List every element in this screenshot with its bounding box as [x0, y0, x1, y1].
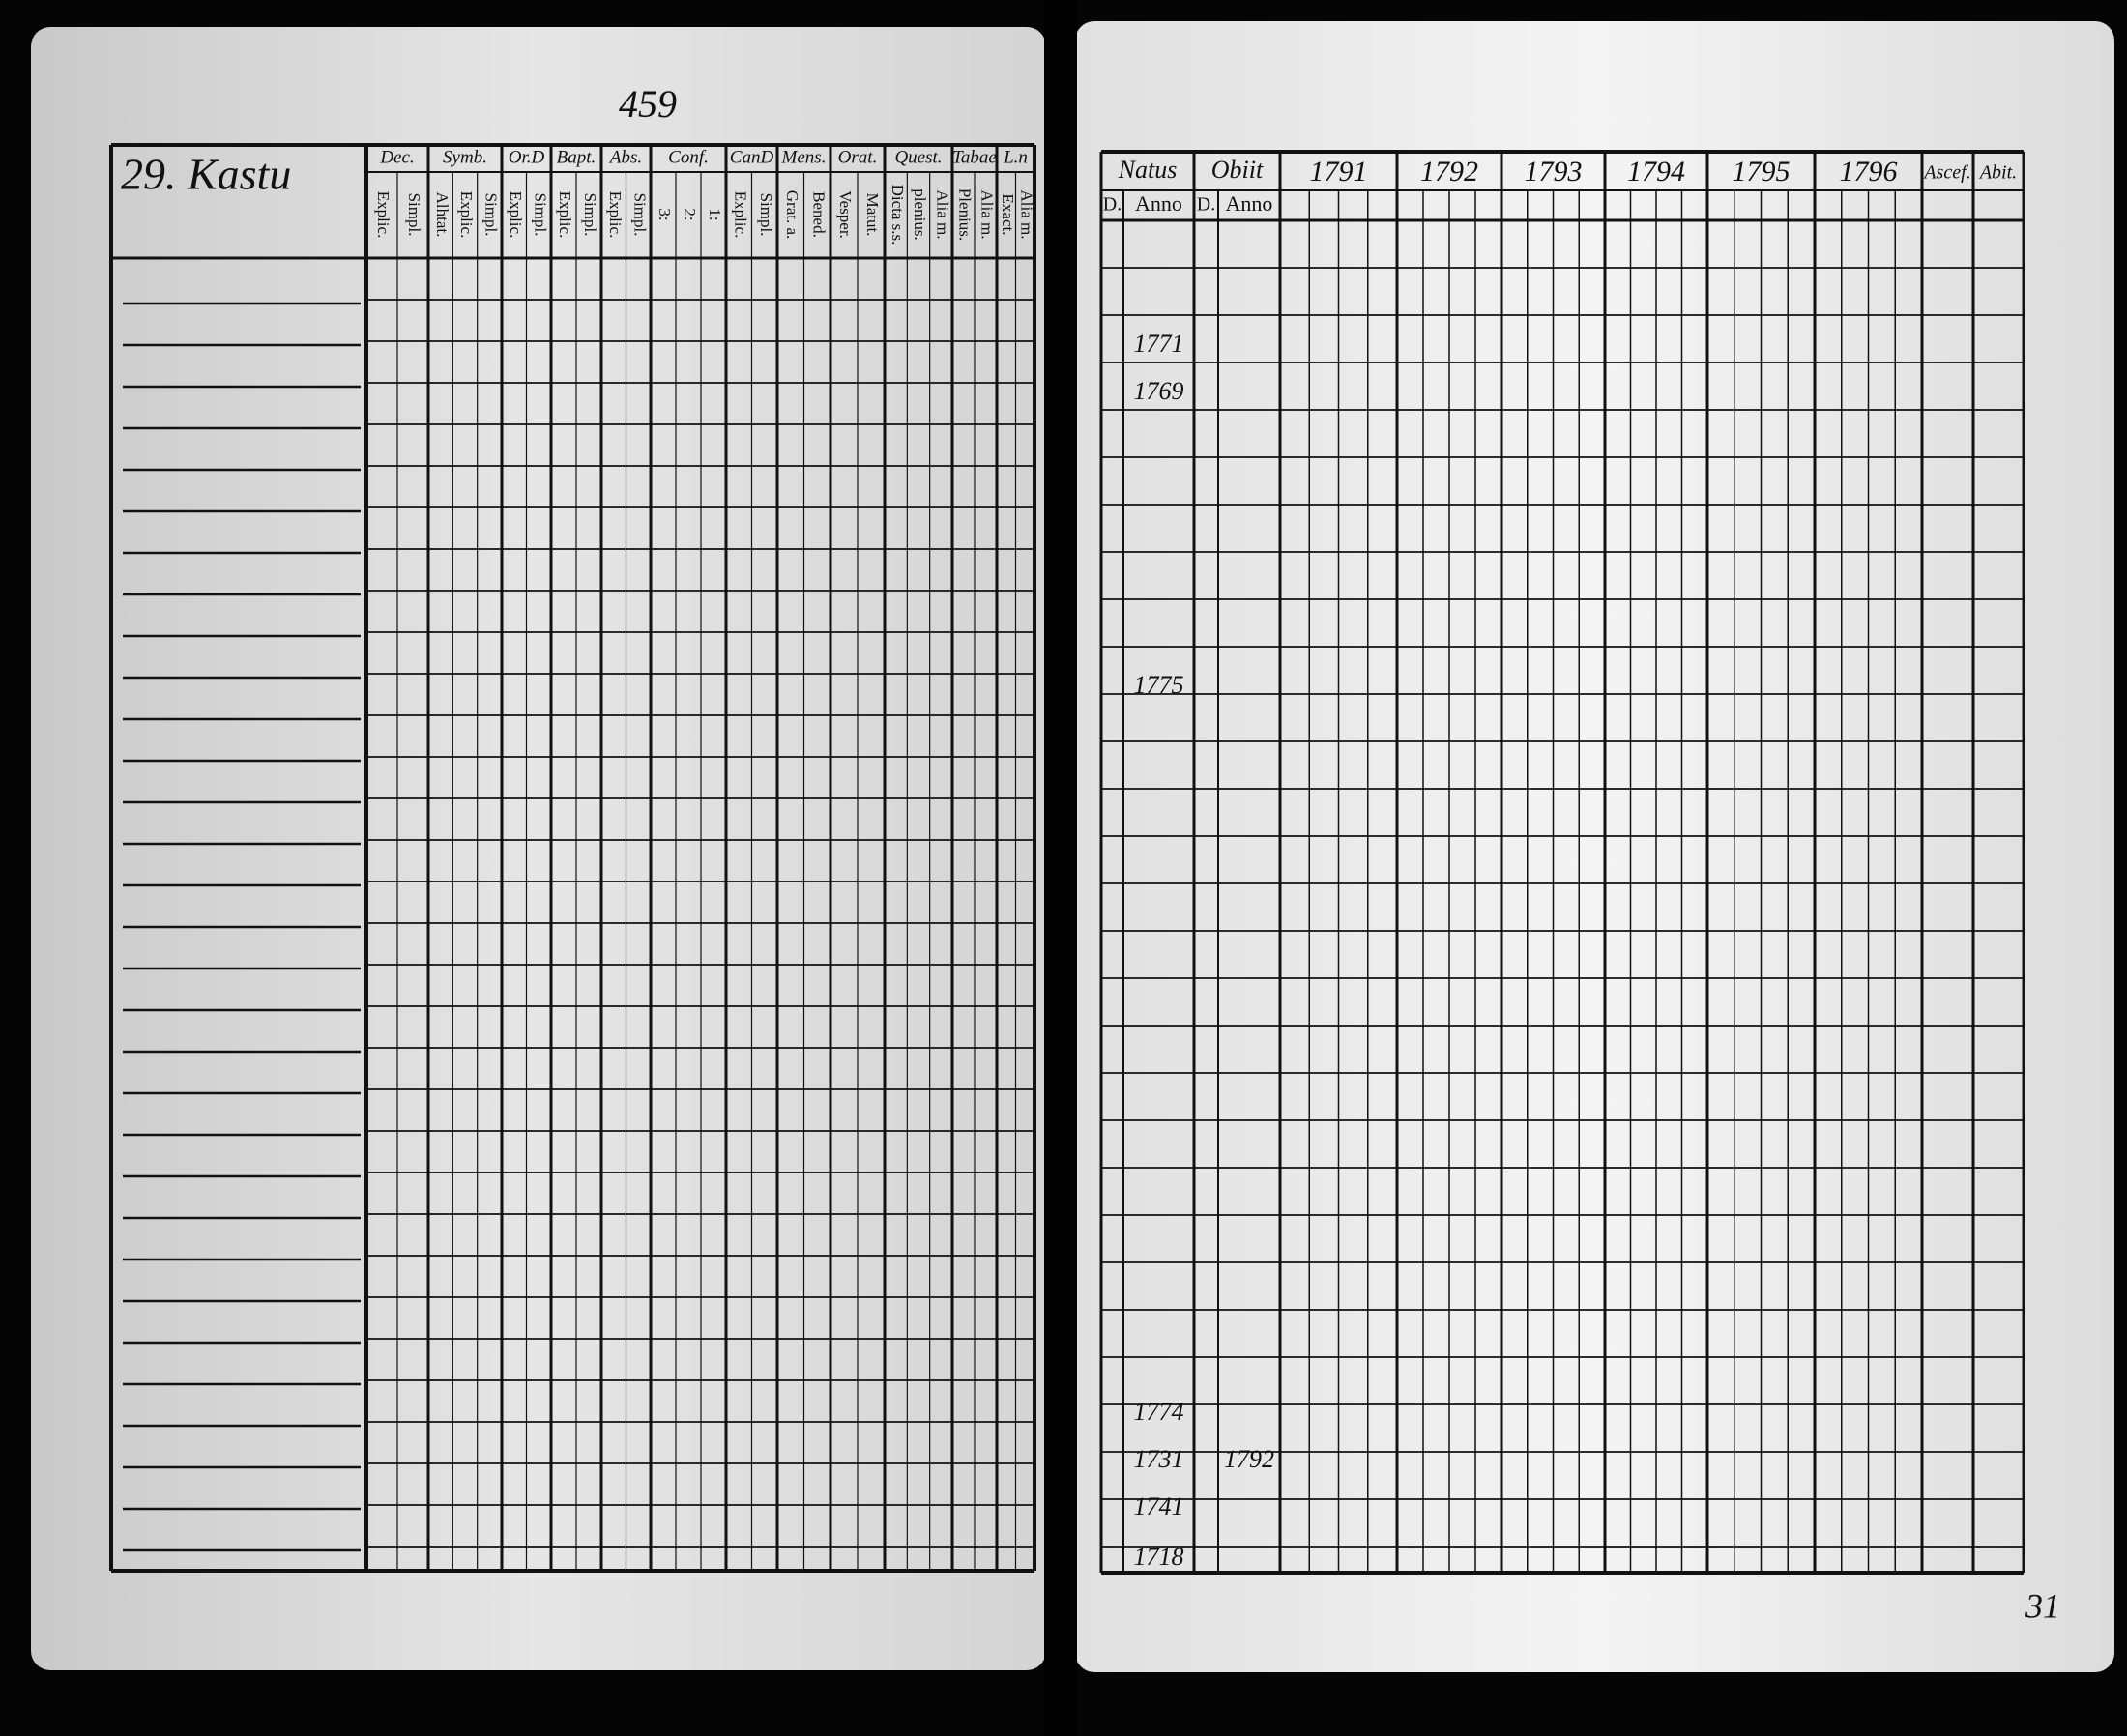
gutter [1044, 0, 1077, 1736]
birth-year: 1771 [1134, 330, 1184, 358]
year-header: 1792 [1420, 156, 1478, 188]
column-subheader: Explic. [731, 191, 749, 239]
column-subheader: Matut. [863, 193, 882, 237]
column-header: Abit. [1978, 162, 2017, 184]
column-subheader: Simpl. [481, 193, 500, 237]
birth-year: 1774 [1134, 1398, 1184, 1426]
column-subheader: Explic. [606, 191, 625, 239]
column-subheader: Anno [1226, 191, 1273, 216]
table-title: 29. Kastu [121, 150, 291, 199]
column-header: Quest. [894, 147, 942, 167]
column-subheader: Exact. [999, 194, 1017, 236]
year-header: 1795 [1733, 156, 1791, 188]
column-subheader: Grat. a. [783, 190, 801, 240]
page-number: 31 [2025, 1586, 2060, 1625]
column-subheader: Anno [1135, 191, 1182, 216]
column-subheader: Alhtat. [433, 192, 452, 238]
column-header: L.n [1003, 147, 1028, 167]
column-subheader: Bened. [809, 191, 828, 238]
year-header: 1791 [1310, 156, 1368, 188]
year-header: 1794 [1627, 156, 1685, 188]
column-header: Conf. [668, 147, 709, 167]
column-header: Tabae [952, 147, 997, 167]
column-subheader: Alia m. [1017, 190, 1035, 240]
column-subheader: Explic. [374, 191, 393, 239]
birth-year: 1731 [1134, 1445, 1184, 1473]
column-header: Mens. [781, 147, 827, 167]
column-subheader: Simpl. [531, 193, 549, 237]
page-number: 459 [619, 82, 677, 126]
column-subheader: Simpl. [757, 193, 775, 237]
column-subheader: Plenius. [956, 188, 975, 241]
column-subheader: Dicta s.s. [889, 185, 907, 246]
column-subheader: Explic. [556, 191, 574, 239]
column-subheader: D. [1103, 194, 1122, 216]
column-header: Dec. [379, 147, 414, 167]
column-header: Ascef. [1922, 162, 1970, 184]
column-header: Natus [1118, 156, 1178, 184]
column-subheader: 2: [681, 208, 699, 220]
year-header: 1796 [1840, 156, 1898, 188]
right-page [1075, 21, 2114, 1672]
year-header: 1793 [1525, 156, 1583, 188]
column-subheader: 3: [656, 208, 674, 220]
column-header: Bapt. [557, 147, 597, 167]
column-subheader: Simpl. [630, 193, 649, 237]
column-subheader: D. [1197, 194, 1215, 216]
column-header: Or.D [509, 147, 545, 167]
column-header: Obiit [1211, 156, 1264, 184]
column-header: Symb. [443, 147, 487, 167]
death-year: 1792 [1224, 1445, 1274, 1473]
column-subheader: Explic. [457, 191, 476, 239]
birth-year: 1775 [1134, 671, 1184, 699]
column-subheader: Alia m. [978, 190, 997, 240]
column-header: Abs. [608, 147, 642, 167]
column-header: CanD [730, 147, 774, 167]
column-subheader: Simpl. [581, 193, 599, 237]
birth-year: 1741 [1134, 1492, 1184, 1520]
birth-year: 1769 [1134, 377, 1184, 405]
column-subheader: Simpl. [405, 193, 423, 237]
column-subheader: 1: [706, 208, 724, 220]
column-subheader: plenius. [911, 188, 929, 240]
column-subheader: Alia m. [933, 190, 951, 240]
left-page [31, 27, 1046, 1670]
column-header: Orat. [838, 147, 878, 167]
birth-year: 1718 [1134, 1543, 1184, 1571]
column-subheader: Vesper. [836, 190, 855, 239]
column-subheader: Explic. [507, 191, 525, 239]
